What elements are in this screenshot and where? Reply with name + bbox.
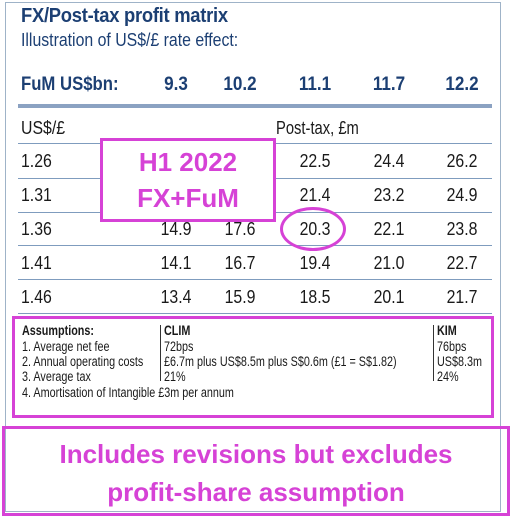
rate-cell: 1.26 <box>21 151 52 171</box>
doc-title: FX/Post-tax profit matrix <box>21 5 228 27</box>
profit-cell: 22.5 <box>299 151 331 171</box>
kim-value: US$8.3m <box>437 354 483 369</box>
callout-line2: FX+FuM <box>137 183 239 213</box>
assumption-item: 1. Average net fee <box>22 339 110 354</box>
kim-value: 24% <box>437 369 459 384</box>
profit-cell: 23.2 <box>373 185 405 205</box>
fum-header-row: FuM US$bn: 9.3 10.2 11.1 11.7 12.2 <box>0 74 514 102</box>
rate-cell: 1.36 <box>21 219 52 239</box>
fum-value: 10.2 <box>223 74 257 95</box>
rate-header: US$/£ <box>21 118 66 138</box>
assumptions-heading: Assumptions: <box>22 323 95 338</box>
fum-label: FuM US$bn: <box>21 74 119 95</box>
profit-header: Post-tax, £m <box>276 118 359 138</box>
kim-value: 76bps <box>437 339 467 354</box>
header-rule <box>18 104 492 108</box>
note-box: Includes revisions but excludes profit-s… <box>2 426 510 516</box>
profit-cell: 24.9 <box>446 185 478 205</box>
doc-subtitle: Illustration of US$/£ rate effect: <box>21 30 239 50</box>
profit-cell: 26.2 <box>446 151 478 171</box>
profit-cell: 21.7 <box>446 287 478 307</box>
fum-value: 11.1 <box>298 74 332 95</box>
fum-value: 11.7 <box>372 74 406 95</box>
profit-cell: 18.5 <box>299 287 331 307</box>
assumption-item: 2. Annual operating costs <box>22 354 144 369</box>
note-line1: Includes revisions but excludes <box>59 439 453 469</box>
profit-cell: 21.4 <box>299 185 331 205</box>
assumption-item: 3. Average tax <box>22 369 91 384</box>
profit-cell: 23.8 <box>446 219 478 239</box>
rate-cell: 1.31 <box>21 185 52 205</box>
clim-heading: CLIM <box>164 323 191 338</box>
profit-cell: 13.4 <box>160 287 192 307</box>
rate-cell: 1.46 <box>21 287 52 307</box>
clim-value: £6.7m plus US$8.5m plus S$0.6m (£1 = S$1… <box>164 354 397 369</box>
row-divider <box>18 245 492 246</box>
fum-value: 9.3 <box>164 74 188 95</box>
profit-cell: 17.6 <box>224 219 256 239</box>
kim-heading: KIM <box>437 323 457 338</box>
document-frame <box>5 2 501 512</box>
row-divider <box>18 279 492 280</box>
column-divider <box>160 325 161 381</box>
clim-value: 21% <box>164 369 186 384</box>
profit-cell: 20.1 <box>373 287 405 307</box>
row-divider <box>18 313 492 314</box>
profit-cell: 22.1 <box>373 219 405 239</box>
profit-cell: 24.4 <box>373 151 405 171</box>
profit-cell: 14.9 <box>160 219 192 239</box>
profit-cell: 15.9 <box>224 287 256 307</box>
h1-callout-box: H1 2022 FX+FuM <box>100 138 276 222</box>
rate-cell: 1.41 <box>21 253 52 273</box>
profit-cell: 19.4 <box>299 253 331 273</box>
note-line2: profit-share assumption <box>107 477 405 507</box>
highlight-circle <box>280 207 346 251</box>
profit-cell: 21.0 <box>373 253 405 273</box>
assumption-item: 4. Amortisation of Intangible £3m per an… <box>22 385 234 400</box>
column-divider <box>433 325 434 381</box>
profit-cell: 14.1 <box>160 253 192 273</box>
fum-value: 12.2 <box>445 74 479 95</box>
assumptions-box <box>12 316 494 418</box>
callout-line1: H1 2022 <box>138 147 238 177</box>
profit-cell: 22.7 <box>446 253 478 273</box>
clim-value: 72bps <box>164 339 194 354</box>
profit-cell: 16.7 <box>224 253 256 273</box>
